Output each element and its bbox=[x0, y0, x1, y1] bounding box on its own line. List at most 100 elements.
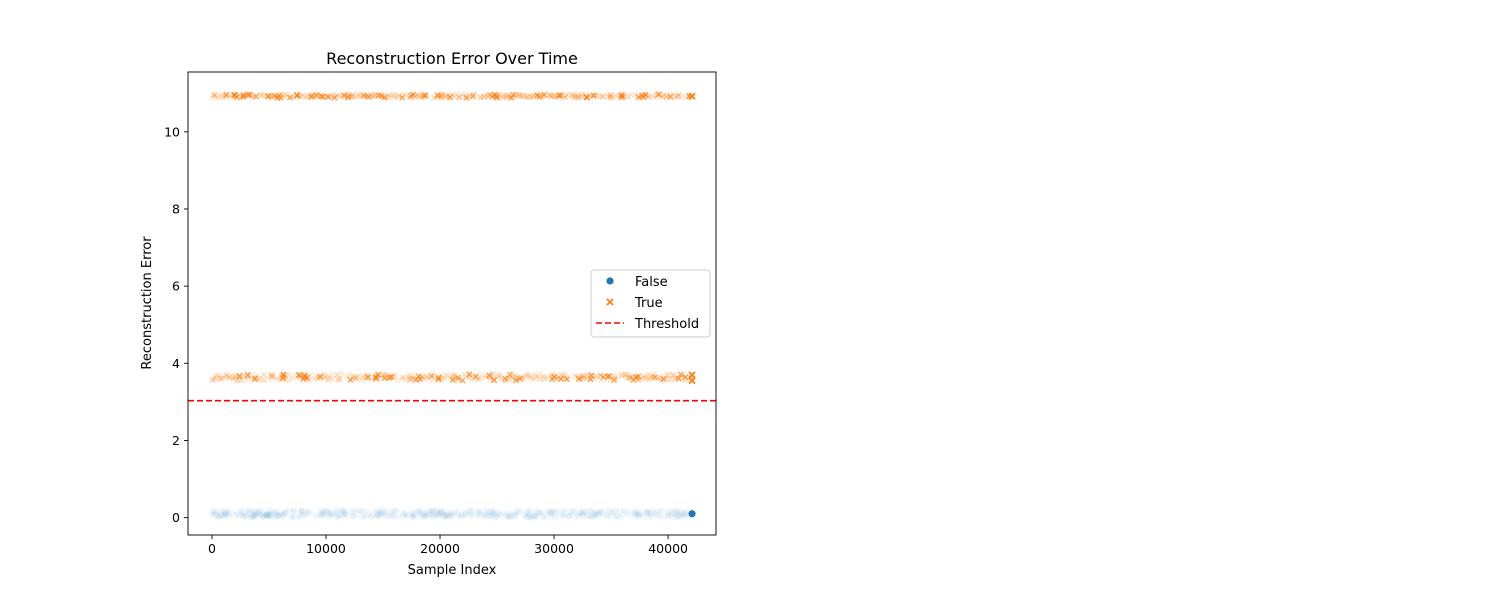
data-point-true bbox=[325, 373, 332, 380]
data-point-true bbox=[540, 92, 547, 99]
data-point-true bbox=[340, 92, 348, 99]
data-point-true bbox=[622, 371, 629, 378]
data-point-true bbox=[286, 377, 293, 384]
data-point-true bbox=[519, 92, 526, 99]
data-point-true bbox=[268, 374, 275, 381]
data-point-true bbox=[211, 374, 218, 381]
data-point-true bbox=[258, 91, 266, 98]
data-point-true bbox=[438, 372, 445, 379]
data-point-true bbox=[325, 93, 332, 100]
data-point-true bbox=[533, 92, 540, 99]
data-point-true bbox=[537, 375, 544, 382]
data-point-true bbox=[331, 94, 338, 101]
data-point-true bbox=[577, 93, 584, 100]
data-point-true bbox=[669, 372, 676, 379]
data-point-true bbox=[675, 375, 682, 382]
data-point-false bbox=[476, 508, 483, 515]
data-point-true bbox=[640, 373, 647, 380]
data-point-true bbox=[416, 93, 423, 100]
data-point-true bbox=[546, 92, 553, 99]
data-point-false bbox=[282, 509, 289, 516]
data-point-true bbox=[406, 377, 413, 384]
data-point-true bbox=[645, 93, 652, 100]
data-point-true bbox=[227, 93, 234, 100]
data-point-true bbox=[501, 375, 509, 382]
data-point-true bbox=[681, 374, 688, 381]
data-point-true bbox=[579, 91, 586, 98]
data-point-true bbox=[541, 375, 548, 382]
data-point-true bbox=[282, 91, 290, 98]
data-point-true bbox=[264, 92, 271, 99]
data-point-true bbox=[618, 373, 625, 380]
data-point-true bbox=[240, 373, 247, 380]
data-point-true bbox=[583, 93, 590, 100]
data-point-true bbox=[688, 377, 696, 385]
data-point-true bbox=[622, 371, 629, 378]
data-point-false bbox=[379, 510, 386, 517]
data-point-true bbox=[484, 93, 491, 101]
data-point-true bbox=[395, 92, 402, 99]
data-point-true bbox=[670, 92, 677, 99]
data-point-true bbox=[209, 376, 216, 383]
data-point-false bbox=[621, 508, 628, 515]
data-point-true bbox=[496, 92, 503, 99]
data-point-true bbox=[347, 376, 354, 383]
data-point-true bbox=[682, 374, 689, 381]
data-point-true bbox=[612, 373, 620, 380]
data-point-true bbox=[229, 375, 236, 382]
data-point-true bbox=[326, 374, 334, 381]
data-point-true bbox=[213, 94, 220, 101]
legend: False True Threshold bbox=[590, 269, 711, 338]
data-point-true bbox=[466, 371, 473, 378]
data-point-true bbox=[575, 91, 582, 99]
data-point-true bbox=[642, 375, 649, 382]
data-point-true bbox=[532, 371, 539, 378]
data-point-true bbox=[234, 377, 241, 384]
data-point-true bbox=[213, 375, 220, 383]
data-point-true bbox=[599, 93, 606, 100]
data-point-true bbox=[563, 91, 570, 98]
x-tick-label: 30000 bbox=[534, 541, 574, 556]
data-point-true bbox=[536, 93, 543, 100]
data-point-false bbox=[595, 512, 602, 519]
data-point-true bbox=[282, 91, 289, 98]
data-point-true bbox=[240, 93, 247, 100]
data-point-true bbox=[625, 371, 633, 379]
data-point-true bbox=[675, 93, 682, 100]
legend-box bbox=[590, 269, 711, 338]
data-point-true bbox=[302, 372, 309, 379]
data-point-true bbox=[516, 375, 523, 382]
data-point-true bbox=[547, 91, 554, 99]
data-point-true bbox=[430, 94, 437, 101]
data-point-true bbox=[242, 93, 249, 100]
data-point-true bbox=[522, 372, 529, 379]
data-point-true bbox=[496, 373, 503, 380]
data-point-true bbox=[355, 91, 362, 98]
data-point-true bbox=[532, 373, 539, 380]
data-point-true bbox=[318, 93, 325, 100]
data-point-true bbox=[489, 93, 496, 100]
data-point-true bbox=[449, 371, 456, 378]
data-point-true bbox=[334, 371, 341, 378]
data-point-true bbox=[245, 373, 252, 380]
data-point-true bbox=[537, 371, 544, 378]
data-point-true bbox=[212, 372, 219, 379]
data-point-true bbox=[486, 372, 493, 379]
data-point-true bbox=[496, 371, 503, 378]
data-point-true bbox=[217, 375, 224, 382]
data-point-true bbox=[661, 91, 668, 98]
data-point-true bbox=[500, 92, 508, 99]
data-point-true bbox=[325, 376, 332, 383]
data-point-true bbox=[238, 93, 246, 100]
data-point-true bbox=[231, 372, 238, 379]
data-point-true bbox=[509, 376, 516, 383]
data-point-true bbox=[550, 91, 557, 99]
data-point-false bbox=[664, 512, 671, 519]
data-point-true bbox=[336, 375, 343, 382]
data-point-true bbox=[654, 375, 661, 382]
data-point-true bbox=[470, 92, 477, 99]
data-point-true bbox=[483, 374, 490, 381]
data-point-true bbox=[619, 93, 626, 100]
data-point-true bbox=[555, 92, 562, 99]
data-point-true bbox=[470, 91, 477, 98]
